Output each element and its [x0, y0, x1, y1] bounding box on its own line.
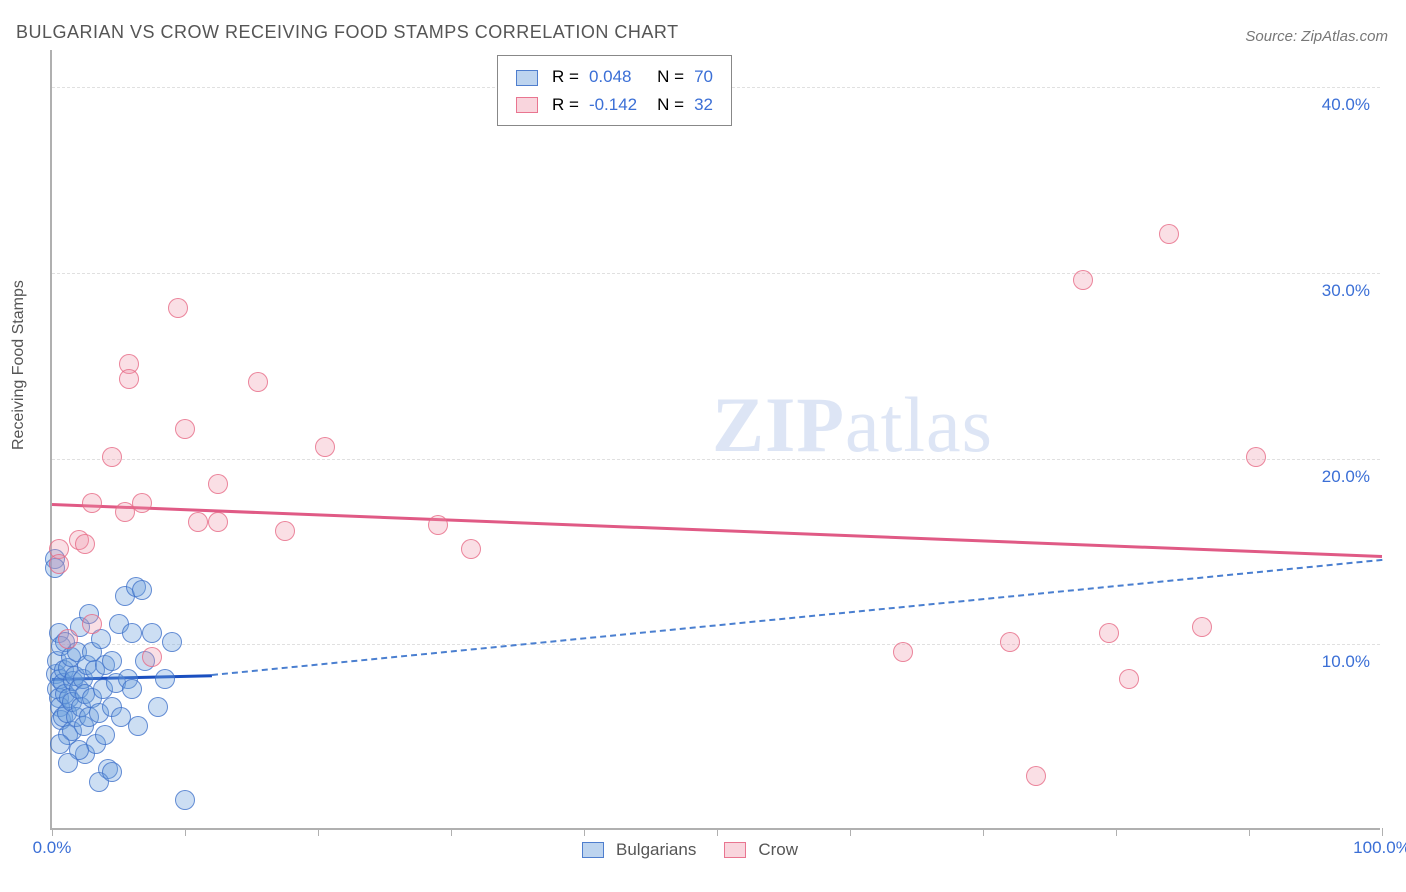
data-point — [275, 521, 295, 541]
x-tick — [983, 828, 984, 836]
data-point — [248, 372, 268, 392]
data-point — [1192, 617, 1212, 637]
data-point — [148, 697, 168, 717]
x-tick-label-min: 0.0% — [33, 838, 72, 858]
data-point — [1073, 270, 1093, 290]
correlation-legend: R = 0.048N = 70R = -0.142N = 32 — [497, 55, 732, 126]
data-point — [208, 512, 228, 532]
x-tick — [1116, 828, 1117, 836]
y-tick-label: 20.0% — [1322, 467, 1370, 487]
data-point — [142, 623, 162, 643]
data-point — [82, 614, 102, 634]
x-tick — [318, 828, 319, 836]
y-tick-label: 10.0% — [1322, 652, 1370, 672]
data-point — [175, 790, 195, 810]
legend-item-bulgarians: Bulgarians — [582, 840, 696, 860]
data-point — [95, 725, 115, 745]
data-point — [1246, 447, 1266, 467]
gridline — [52, 644, 1380, 645]
x-tick — [1249, 828, 1250, 836]
data-point — [102, 447, 122, 467]
data-point — [1026, 766, 1046, 786]
gridline — [52, 273, 1380, 274]
series-legend: Bulgarians Crow — [582, 840, 798, 860]
watermark: ZIPatlas — [712, 380, 993, 470]
chart-title: BULGARIAN VS CROW RECEIVING FOOD STAMPS … — [16, 22, 679, 43]
data-point — [122, 623, 142, 643]
data-point — [102, 762, 122, 782]
data-point — [428, 515, 448, 535]
legend-item-crow: Crow — [724, 840, 798, 860]
plot-area: 10.0%20.0%30.0%40.0%0.0%100.0%ZIPatlasR … — [50, 50, 1380, 830]
y-tick-label: 30.0% — [1322, 281, 1370, 301]
x-tick — [451, 828, 452, 836]
x-tick — [850, 828, 851, 836]
data-point — [208, 474, 228, 494]
data-point — [58, 753, 78, 773]
gridline — [52, 459, 1380, 460]
x-tick — [52, 828, 53, 836]
data-point — [315, 437, 335, 457]
data-point — [102, 651, 122, 671]
source-prefix: Source: — [1245, 28, 1301, 45]
trend-line — [52, 503, 1382, 558]
data-point — [1159, 224, 1179, 244]
data-point — [128, 716, 148, 736]
x-tick — [1382, 828, 1383, 836]
data-point — [50, 734, 70, 754]
data-point — [155, 669, 175, 689]
x-tick-label-max: 100.0% — [1353, 838, 1406, 858]
data-point — [75, 534, 95, 554]
data-point — [162, 632, 182, 652]
data-point — [82, 493, 102, 513]
data-point — [1119, 669, 1139, 689]
swatch-icon — [724, 842, 746, 858]
source-attribution: Source: ZipAtlas.com — [1245, 28, 1388, 45]
data-point — [1099, 623, 1119, 643]
data-point — [122, 679, 142, 699]
data-point — [1000, 632, 1020, 652]
x-tick — [185, 828, 186, 836]
y-axis-label: Receiving Food Stamps — [10, 280, 28, 450]
chart-container: BULGARIAN VS CROW RECEIVING FOOD STAMPS … — [0, 0, 1406, 892]
data-point — [49, 554, 69, 574]
data-point — [142, 647, 162, 667]
x-tick — [584, 828, 585, 836]
legend-label: Crow — [758, 840, 798, 860]
data-point — [461, 539, 481, 559]
data-point — [188, 512, 208, 532]
data-point — [132, 580, 152, 600]
y-tick-label: 40.0% — [1322, 95, 1370, 115]
data-point — [168, 298, 188, 318]
data-point — [175, 419, 195, 439]
source-name: ZipAtlas.com — [1301, 28, 1388, 45]
data-point — [893, 642, 913, 662]
swatch-icon — [582, 842, 604, 858]
data-point — [132, 493, 152, 513]
legend-label: Bulgarians — [616, 840, 696, 860]
x-tick — [717, 828, 718, 836]
data-point — [58, 629, 78, 649]
data-point — [119, 369, 139, 389]
